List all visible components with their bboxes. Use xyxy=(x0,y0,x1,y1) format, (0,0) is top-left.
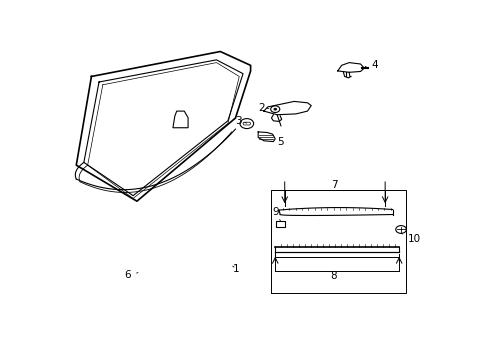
Text: 6: 6 xyxy=(124,270,138,280)
Text: 8: 8 xyxy=(330,271,337,281)
Text: 10: 10 xyxy=(400,233,420,244)
Text: 5: 5 xyxy=(271,136,284,147)
Bar xyxy=(276,221,284,227)
Text: 3: 3 xyxy=(235,116,246,126)
Circle shape xyxy=(273,108,276,110)
Text: 7: 7 xyxy=(330,180,337,190)
Text: 2: 2 xyxy=(257,103,268,113)
Text: 9: 9 xyxy=(272,207,280,221)
Text: 4: 4 xyxy=(365,60,377,70)
Text: 1: 1 xyxy=(232,264,239,274)
